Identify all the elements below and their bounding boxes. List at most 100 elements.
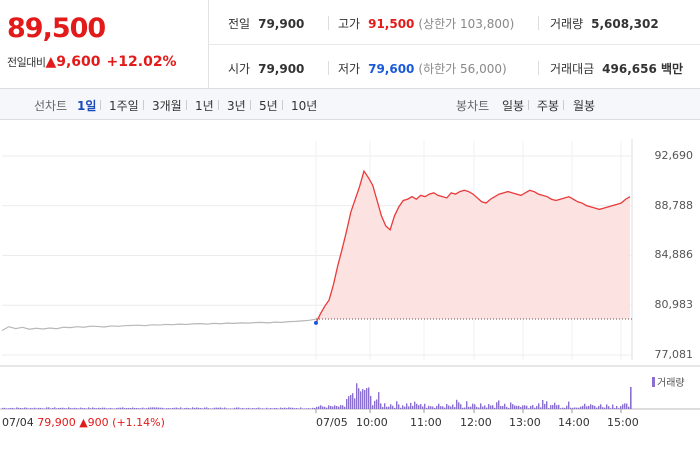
volume-bar [392,405,394,409]
volume-bar [84,408,86,409]
volume-bar [152,407,154,409]
volume-bar [514,405,516,409]
volume-bar [22,408,24,409]
volume-bar [530,405,532,409]
volume-bar [412,405,414,409]
volume-bar [154,407,156,409]
volume-bar [604,407,606,409]
volume-bar [258,407,260,409]
volume-bar [536,406,538,409]
volume-bar [600,404,602,409]
volume-bar [36,408,38,409]
candle-tab-monthly[interactable]: 월봉 [573,99,596,113]
volume-bar [506,406,508,409]
volume-bar [432,406,434,409]
volume-bar [382,406,384,409]
period-tab-1y[interactable]: 1년 [195,99,214,113]
volume-bar [438,403,440,409]
volume-bar [366,388,368,409]
volume-bar [324,406,326,409]
prev-day-date: 07/04 [2,416,34,429]
divider [538,61,539,75]
volume-bar [606,404,608,409]
volume-bar [128,407,130,409]
volume-bar [72,408,74,409]
volume-bar [246,408,248,409]
divider [538,16,539,30]
volume-bar [116,408,118,409]
volume-bar [296,408,298,409]
volume-bar [98,407,100,409]
volume-bar [456,399,458,409]
x-tick-label: 14:00 [558,416,590,429]
period-tab-3y[interactable]: 3년 [227,99,246,113]
volume-bar [294,408,296,409]
candle-tab-weekly[interactable]: 주봉 [537,99,560,113]
volume-bar [126,407,128,409]
stat-open: 시가 79,900 [228,60,304,77]
period-tab-1d[interactable]: 1일 [77,99,97,113]
volume-bar [570,407,572,409]
line-chart-label: 선차트 [34,99,68,113]
volume-bar [492,405,494,409]
volume-bar [42,408,44,409]
volume-bar [142,407,144,409]
volume-bar [548,408,550,409]
candle-tab-daily[interactable]: 일봉 [502,99,525,113]
prev-day-line [1,318,317,332]
stat-value: 79,900 [258,62,305,76]
x-tick-label: 15:00 [607,416,639,429]
volume-bar [368,387,370,409]
volume-bar [500,405,502,409]
volume-bar [194,407,196,409]
volume-bar [94,407,96,409]
volume-bar [388,406,390,409]
volume-bar [96,408,98,409]
volume-bar [552,405,554,409]
period-tab-10y[interactable]: 10년 [291,99,318,113]
divider [100,100,101,110]
volume-bar [488,404,490,409]
price-chart[interactable] [0,119,700,419]
volume-legend-label: 거래량 [657,378,685,389]
volume-bar [418,405,420,409]
stat-label: 고가 [338,17,361,31]
stats-divider [208,44,700,45]
volume-bar [140,408,142,409]
stat-value: 79,600 [368,62,415,76]
price-area-fill [316,171,630,320]
volume-bar [178,408,180,409]
volume-bar [62,407,64,409]
volume-bar [374,400,376,409]
period-tab-3m[interactable]: 3개월 [152,99,182,113]
volume-bar [628,406,630,409]
price-summary: 89,500 전일대비▲9,600 +12.02% [0,0,209,88]
volume-bar [28,408,30,409]
volume-bar [410,402,412,409]
volume-bar [50,408,52,409]
volume-bar [162,407,164,409]
volume-bar [224,407,226,409]
volume-bar [256,408,258,409]
volume-bar [82,408,84,409]
period-tab-1w[interactable]: 1주일 [109,99,139,113]
volume-bar [254,408,256,409]
volume-bar [298,408,300,409]
volume-bar [280,407,282,409]
prev-day-close: 79,900 [37,416,76,429]
volume-bar [362,389,364,409]
volume-bar [282,407,284,409]
volume-bar [206,407,208,409]
volume-bar [306,408,308,409]
period-tab-5y[interactable]: 5년 [259,99,278,113]
volume-bar [160,407,162,409]
volume-bar [610,408,612,409]
volume-bar [244,408,246,409]
volume-bar [166,408,168,409]
volume-bar [292,407,294,409]
y-tick-label: 88,788 [654,198,694,212]
volume-bar [364,390,366,409]
volume-bar [594,405,596,409]
volume-bar [504,403,506,409]
volume-bar [66,408,68,409]
